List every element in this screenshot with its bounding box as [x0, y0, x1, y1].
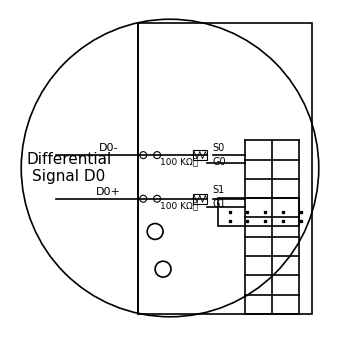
Text: D0-: D0-	[99, 143, 118, 153]
Text: D0+: D0+	[96, 187, 121, 197]
Circle shape	[154, 152, 160, 159]
Bar	[193, 150, 207, 160]
Text: G0: G0	[212, 157, 226, 167]
Bar	[138, 23, 312, 314]
Text: S0: S0	[212, 143, 225, 153]
Text: 100 KΩ⨿: 100 KΩ⨿	[160, 158, 198, 166]
Text: S1: S1	[212, 185, 225, 195]
Circle shape	[140, 152, 147, 159]
Text: Differential
Signal D0: Differential Signal D0	[26, 152, 112, 184]
Bar	[193, 194, 207, 204]
Circle shape	[140, 195, 147, 202]
Text: G1: G1	[212, 199, 226, 209]
Bar	[218, 198, 299, 225]
Circle shape	[154, 195, 160, 202]
Text: 100 KΩ⨿: 100 KΩ⨿	[160, 201, 198, 210]
